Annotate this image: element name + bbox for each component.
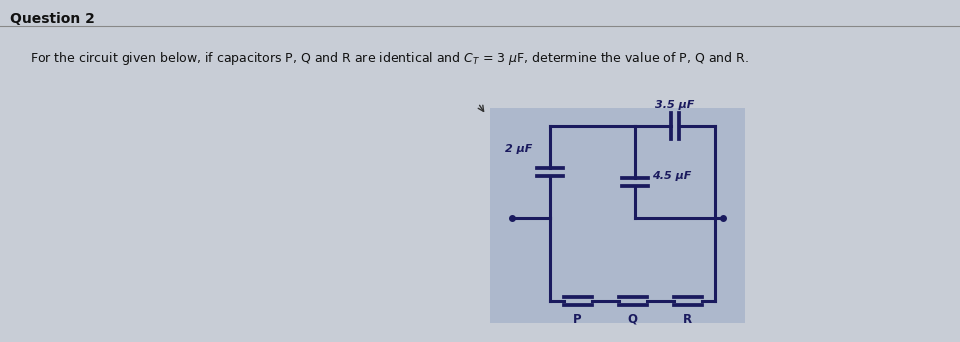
Text: R: R [683,313,692,326]
Text: 3.5 μF: 3.5 μF [656,100,695,110]
Text: 2 μF: 2 μF [505,144,532,154]
Text: P: P [573,313,582,326]
Text: 4.5 μF: 4.5 μF [652,171,691,181]
Text: For the circuit given below, if capacitors P, Q and R are identical and $C_T$ = : For the circuit given below, if capacito… [30,50,749,67]
Text: Q: Q [628,313,637,326]
Bar [490,108,745,323]
Text: Question 2: Question 2 [10,12,95,26]
